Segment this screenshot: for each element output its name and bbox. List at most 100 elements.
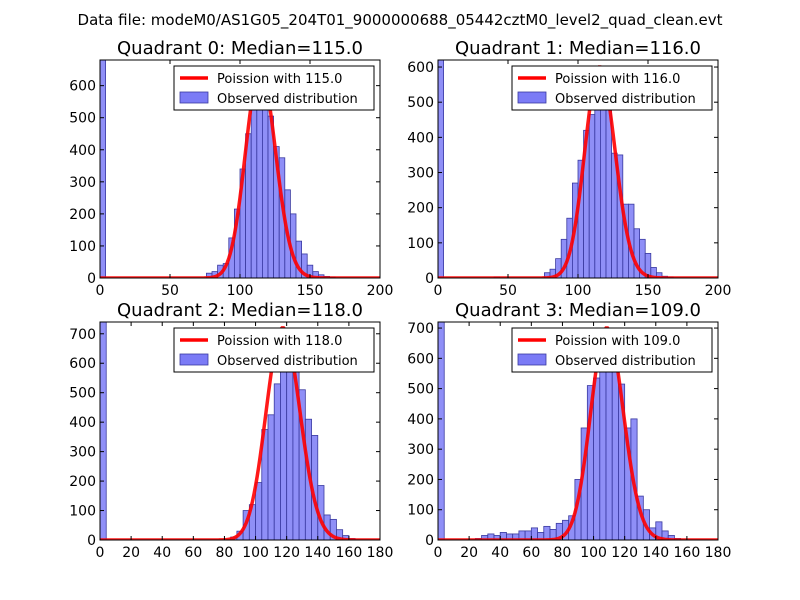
quadrant-2-bar <box>286 359 294 540</box>
quadrant-0-bar <box>261 96 269 278</box>
quadrant-3-bar <box>593 377 601 540</box>
quadrant-2-poisson-line <box>100 326 380 540</box>
y-tick-label: 500 <box>69 111 96 127</box>
x-tick-label: 40 <box>153 545 171 561</box>
x-tick-label: 200 <box>705 283 732 299</box>
x-tick-label: 140 <box>304 545 331 561</box>
y-tick-label: 0 <box>87 271 96 287</box>
legend-bar-swatch <box>517 353 547 366</box>
x-tick-label: 150 <box>297 283 324 299</box>
quadrant-1-bar <box>600 94 607 278</box>
y-tick-label: 500 <box>407 95 434 111</box>
x-tick-label: 160 <box>674 545 701 561</box>
y-tick-label: 0 <box>87 533 96 549</box>
quadrant-1-legend: Poission with 116.0 Observed distribution <box>511 65 713 111</box>
y-tick-label: 200 <box>69 474 96 490</box>
x-tick-label: 80 <box>216 545 234 561</box>
quadrant-3-bar <box>543 525 551 540</box>
y-tick-label: 100 <box>69 504 96 520</box>
x-tick-label: 20 <box>122 545 140 561</box>
quadrant-2-axes-frame <box>99 321 381 541</box>
y-tick-label: 0 <box>425 533 434 549</box>
x-tick-label: 0 <box>96 545 105 561</box>
quadrant-2-plot: Quadrant 2: Median=118.00 20 40 60 80 100 120 1… <box>69 300 393 561</box>
y-tick-label: 200 <box>407 472 434 488</box>
y-tick-label: 400 <box>69 415 96 431</box>
x-tick-label: 40 <box>491 545 509 561</box>
quadrant-3-bar <box>438 322 445 540</box>
quadrant-2-bar <box>336 529 344 540</box>
y-tick-label: 700 <box>69 327 96 343</box>
x-tick-label: 0 <box>96 283 105 299</box>
x-tick-label: 150 <box>635 283 662 299</box>
x-tick-label: 0 <box>434 283 443 299</box>
quadrant-2-bar <box>100 322 107 540</box>
legend-bar-label: Observed distribution <box>555 92 696 107</box>
y-tick-label: 300 <box>69 175 96 191</box>
legend-line-label: Poission with 115.0 <box>217 72 342 87</box>
x-tick-label: 80 <box>554 545 572 561</box>
y-tick-label: 600 <box>69 356 96 372</box>
quadrant-2-bar <box>267 414 275 540</box>
quadrant-3-bar <box>611 370 619 540</box>
quadrant-3-bar <box>530 527 538 540</box>
quadrant-2-title: Quadrant 2: Median=118.0 <box>117 300 363 321</box>
x-tick-label: 60 <box>184 545 202 561</box>
y-tick-label: 600 <box>407 60 434 76</box>
x-tick-label: 100 <box>565 283 592 299</box>
quadrant-1-bar <box>644 252 652 278</box>
y-tick-label: 100 <box>407 503 434 519</box>
quadrant-1-title: Quadrant 1: Median=116.0 <box>455 38 701 59</box>
quadrant-1-bar <box>605 108 612 278</box>
y-tick-label: 300 <box>407 442 434 458</box>
quadrant-3-plot: Quadrant 3: Median=109.00 20 40 60 80 100 120 1… <box>407 300 731 561</box>
legend-line-label: Poission with 109.0 <box>555 334 680 349</box>
quadrant-1-bar <box>594 80 601 278</box>
y-tick-label: 200 <box>69 207 96 223</box>
quadrant-1-plot: Quadrant 1: Median=116.0 0 50 100 150 200 0 100… <box>407 38 731 299</box>
quadrant-2-bar <box>255 482 263 540</box>
y-tick-label: 200 <box>407 201 434 217</box>
quadrant-0-legend: Poission with 115.0 Observed distribution <box>173 65 375 111</box>
x-tick-label: 120 <box>273 545 300 561</box>
x-tick-label: 0 <box>434 545 443 561</box>
y-tick-label: 100 <box>407 236 434 252</box>
y-tick-label: 300 <box>69 445 96 461</box>
quadrant-2-legend: Poission with 118.0 Observed distribution <box>173 327 375 373</box>
x-tick-label: 50 <box>499 283 517 299</box>
y-tick-label: 600 <box>407 351 434 367</box>
y-tick-label: 0 <box>425 271 434 287</box>
legend-bar-label: Observed distribution <box>555 354 696 369</box>
x-tick-label: 100 <box>580 545 607 561</box>
x-tick-label: 100 <box>242 545 269 561</box>
x-tick-label: 160 <box>336 545 363 561</box>
quadrant-0-bar <box>256 85 263 278</box>
y-tick-label: 500 <box>69 386 96 402</box>
quadrant-1-bar <box>438 60 444 278</box>
y-tick-label: 300 <box>407 166 434 182</box>
quadrant-0-bar <box>250 109 258 278</box>
y-tick-label: 600 <box>69 79 96 95</box>
legend-bar-swatch <box>517 91 547 104</box>
quadrant-1-bar <box>588 114 596 278</box>
quadrant-2-bar <box>273 383 281 540</box>
quadrant-3-bar <box>605 345 613 540</box>
quadrant-3-legend: Poission with 109.0 Observed distribution <box>511 327 713 373</box>
x-tick-label: 140 <box>642 545 669 561</box>
quadrant-3-bar <box>599 360 607 540</box>
y-tick-label: 100 <box>69 239 96 255</box>
legend-bar-label: Observed distribution <box>217 92 358 107</box>
y-tick-label: 500 <box>407 382 434 398</box>
quadrant-3-axes-frame <box>437 321 719 541</box>
quadrant-3-title: Quadrant 3: Median=109.0 <box>455 300 701 321</box>
quadrant-0-title: Quadrant 0: Median=115.0 <box>117 38 363 59</box>
x-tick-label: 100 <box>227 283 254 299</box>
x-tick-label: 20 <box>460 545 478 561</box>
x-tick-label: 180 <box>705 545 732 561</box>
legend-bar-swatch <box>179 91 209 104</box>
y-tick-label: 400 <box>407 130 434 146</box>
y-tick-label: 400 <box>69 143 96 159</box>
legend-line-label: Poission with 116.0 <box>555 72 680 87</box>
quadrant-0-plot: Quadrant 0: Median=115.0 0 50 100 150 200 0 100… <box>69 38 393 299</box>
